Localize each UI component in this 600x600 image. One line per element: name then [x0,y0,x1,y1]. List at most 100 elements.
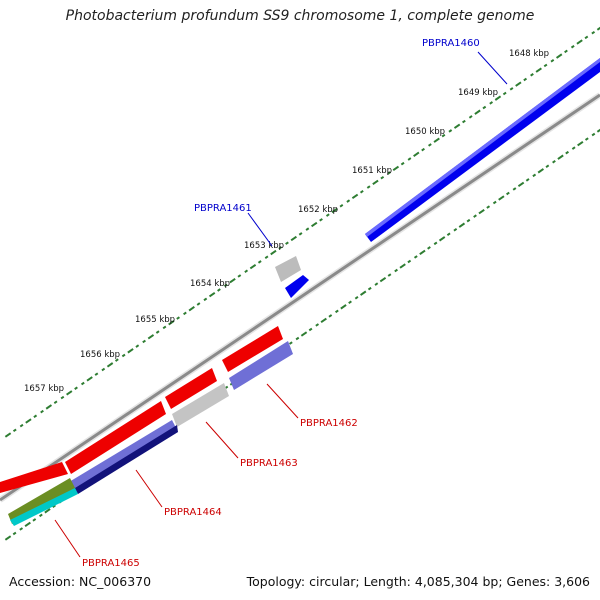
inner-scale-tick [300,331,308,337]
inner-scale-tick [335,309,339,314]
gene-feature-pbpra1462-cog[interactable] [229,341,293,390]
outer-scale-tick [278,246,283,250]
inner-scale-tick [39,513,43,518]
outer-scale-ring [4,26,600,438]
outer-scale-tick [494,95,502,101]
outer-scale-tick [196,302,201,306]
outer-scale-tick [530,73,534,77]
inner-scale-tick [52,504,56,508]
scale-label: 1653 kbp [244,241,284,251]
inner-scale-tick [473,214,477,218]
outer-scale-tick [121,353,126,358]
outer-scale-tick [162,325,167,330]
scale-label: 1650 kbp [405,127,445,137]
inner-scale-tick [407,259,412,264]
inner-scale-tick [438,236,446,242]
outer-scale-tick [188,306,195,312]
outer-scale-tick [208,292,216,298]
inner-scale-tick [584,137,589,141]
gene-label-leader [477,51,508,85]
map-title: Photobacterium profundum SS9 chromosome … [65,8,535,24]
gene-feature-pbpra1464-cog-navy[interactable] [75,425,178,494]
inner-scale-tick [32,518,37,522]
outer-scale-tick [535,67,542,73]
gene-label-pbpra1464[interactable]: PBPRA1464 [164,507,222,518]
gene-label-pbpra1460[interactable]: PBPRA1460 [422,38,480,49]
inner-scale-tick [517,181,525,188]
outer-scale-tick [25,418,32,424]
outer-scale-tick [101,367,106,372]
outer-scale-tick [453,123,461,129]
inner-scale-tick [427,246,431,250]
gene-label-pbpra1461[interactable]: PBPRA1461 [194,203,252,214]
outer-scale-tick [325,213,330,217]
outer-scale-tick [290,235,297,242]
gene-label-leader [247,212,273,247]
inner-scale-tick [340,304,347,310]
outer-scale-tick [509,87,514,91]
gene-feature-pbpra1461[interactable] [285,275,309,298]
outer-scale-tick [60,395,65,400]
outer-scale-tick [19,423,24,428]
outer-scale-tick [543,63,548,68]
outer-scale-tick [66,390,73,396]
outer-scale-tick [86,376,93,382]
inner-scale-tick [492,200,497,205]
inner-scale-tick [565,150,569,155]
outer-scale-tick [515,81,522,87]
chromosome-backbone-core [0,93,600,502]
outer-scale-tick [147,334,155,340]
outer-scale-tick [448,129,453,133]
gene-feature-pbpra1462-cds[interactable] [222,326,283,372]
inner-scale-tick [478,208,485,215]
scale-label: 1652 kbp [298,205,338,215]
scale-labels: 1648 kbp 1649 kbp 1650 kbp 1651 kbp 1652 kbp… [24,49,549,394]
gene-feature-pbpra1463-other[interactable] [172,383,229,427]
gene-labels: PBPRA1460 PBPRA1461 PBPRA1462 PBPRA1463 PBPR… [54,38,508,569]
inner-scale-tick [413,255,418,259]
gene-feature-pbpra1465-cog-cyan[interactable] [10,488,78,526]
outer-scale-tick [421,147,425,152]
outer-scale-tick [482,105,487,110]
genome-summary: Topology: circular; Length: 4,085,304 bp… [246,574,590,589]
inner-scale-tick [328,314,333,318]
inner-scale-tick [360,290,367,296]
gene-label-leader [205,421,239,459]
scale-label: 1648 kbp [509,49,549,59]
inner-scale-tick [591,132,596,137]
inner-scale-tick [577,140,584,147]
gene-feature-pbpra1464-cds[interactable] [65,401,166,474]
gene-label-pbpra1463[interactable]: PBPRA1463 [240,458,298,469]
outer-scale-tick [298,232,303,236]
inner-scale-tick [433,241,438,246]
inner-scale-tick [458,222,466,228]
gene-feature-pbpra1463-cds[interactable] [165,368,217,409]
inner-scale-tick [486,205,491,209]
outer-scale-tick [351,193,359,200]
gene-label-pbpra1465[interactable]: PBPRA1465 [82,558,140,569]
outer-scale-tick [576,39,583,45]
outer-scale-tick [502,91,507,96]
outer-scale-tick [270,249,277,256]
outer-scale-tick [183,311,187,316]
inner-scale-tick [379,276,387,283]
inner-scale-tick [394,268,398,273]
outer-scale-tick [584,35,589,40]
feature-grey-1461[interactable] [275,256,301,282]
outer-scale-tick [474,109,481,115]
gene-label-pbpra1462[interactable]: PBPRA1462 [300,418,358,429]
outer-scale-tick [114,358,119,362]
gene-feature-pbpra1465-cog-olive[interactable] [8,478,75,524]
outer-scale-tick [359,190,364,194]
inner-scale-tick [453,228,458,232]
inner-scale-tick [12,531,17,536]
inner-scale-tick [557,154,564,160]
inner-scale-tick [374,282,379,286]
outer-scale-tick [217,288,221,292]
gene-feature-pbpra1465-cds[interactable] [0,462,68,493]
outer-scale-tick [392,165,400,171]
inner-scale-tick [288,341,293,345]
outer-scale-tick [168,320,175,326]
outer-scale-tick [433,137,440,143]
inner-scale-tick [295,336,300,341]
